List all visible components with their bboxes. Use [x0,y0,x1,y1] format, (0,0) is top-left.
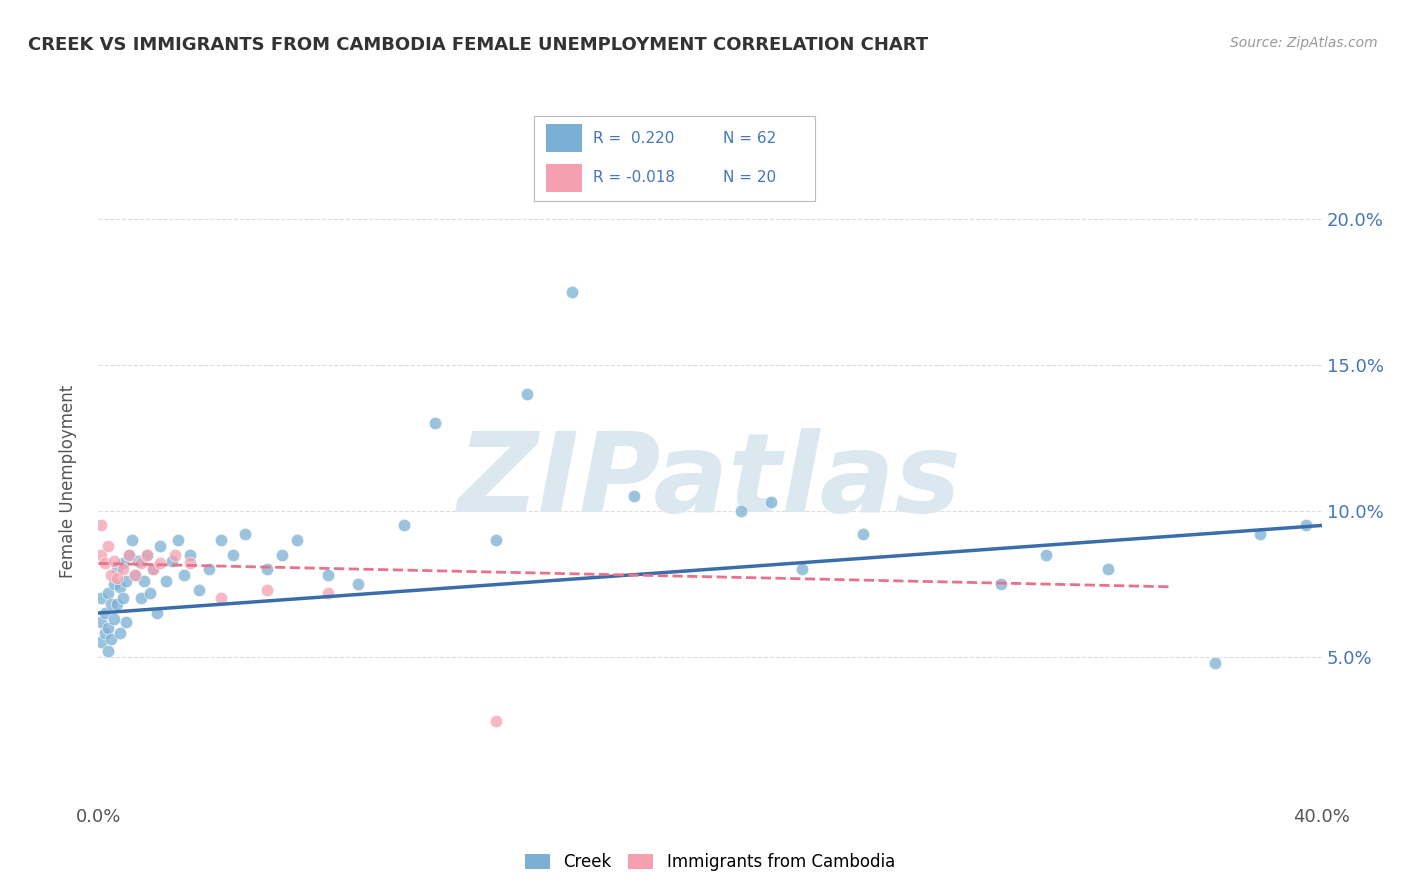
Point [270,548,292,562]
Point [90,615,112,629]
Point [160,553,183,567]
Point [179,557,201,571]
Point [142,562,165,576]
Point [222,548,245,562]
Y-axis label: Female Unemployment: Female Unemployment [59,385,77,578]
Point [111,557,134,571]
Point [115,615,138,629]
Point [103,553,125,567]
Point [1204,656,1226,670]
Point [129,591,152,606]
Text: ZIPatlas: ZIPatlas [458,428,962,535]
Point [139,585,162,599]
Point [108,580,131,594]
Point [93,606,115,620]
Point [118,548,141,562]
Point [100,597,122,611]
Point [347,577,370,591]
Point [852,527,875,541]
Text: N = 20: N = 20 [723,170,776,186]
Point [111,562,134,576]
Point [149,539,172,553]
Point [105,571,128,585]
Point [730,504,752,518]
Point [118,548,141,562]
Point [155,574,177,588]
Point [136,548,159,562]
Text: R = -0.018: R = -0.018 [593,170,675,186]
Point [100,568,122,582]
Point [759,495,782,509]
Point [1097,562,1119,576]
Point [100,632,122,647]
Point [209,591,232,606]
Point [990,577,1012,591]
Point [93,557,115,571]
Text: Source: ZipAtlas.com: Source: ZipAtlas.com [1230,36,1378,50]
Point [790,562,813,576]
Point [93,626,115,640]
Point [316,585,339,599]
Point [124,568,146,582]
Point [142,562,165,576]
Point [103,612,125,626]
Point [105,597,128,611]
Point [197,562,219,576]
Point [111,591,134,606]
Point [149,557,172,571]
Point [134,574,156,588]
Point [1295,518,1317,533]
Point [115,574,138,588]
Point [623,489,645,503]
Point [127,553,149,567]
Point [188,582,211,597]
Point [485,533,508,547]
Point [90,635,112,649]
Point [163,548,186,562]
Point [167,533,190,547]
Point [1035,548,1057,562]
Point [105,562,128,576]
Point [97,621,120,635]
Point [233,527,256,541]
Point [392,518,416,533]
Point [209,533,232,547]
FancyBboxPatch shape [546,125,582,153]
Point [516,387,538,401]
Point [121,533,143,547]
Point [90,591,112,606]
Point [103,577,125,591]
FancyBboxPatch shape [546,164,582,192]
Point [124,568,146,582]
Point [97,539,120,553]
Point [1249,527,1271,541]
Point [256,582,278,597]
Point [423,417,446,431]
Legend: Creek, Immigrants from Cambodia: Creek, Immigrants from Cambodia [519,847,901,878]
Point [108,626,131,640]
Point [256,562,278,576]
Text: N = 62: N = 62 [723,131,776,146]
Point [316,568,339,582]
Text: CREEK VS IMMIGRANTS FROM CAMBODIA FEMALE UNEMPLOYMENT CORRELATION CHART: CREEK VS IMMIGRANTS FROM CAMBODIA FEMALE… [28,36,928,54]
Text: R =  0.220: R = 0.220 [593,131,675,146]
Point [285,533,308,547]
Point [485,714,508,728]
Point [90,548,112,562]
Point [136,548,159,562]
Point [145,606,167,620]
Point [97,585,120,599]
Point [179,548,201,562]
Point [90,518,112,533]
Point [97,644,120,658]
Point [173,568,195,582]
Point [561,285,583,299]
Point [129,557,152,571]
